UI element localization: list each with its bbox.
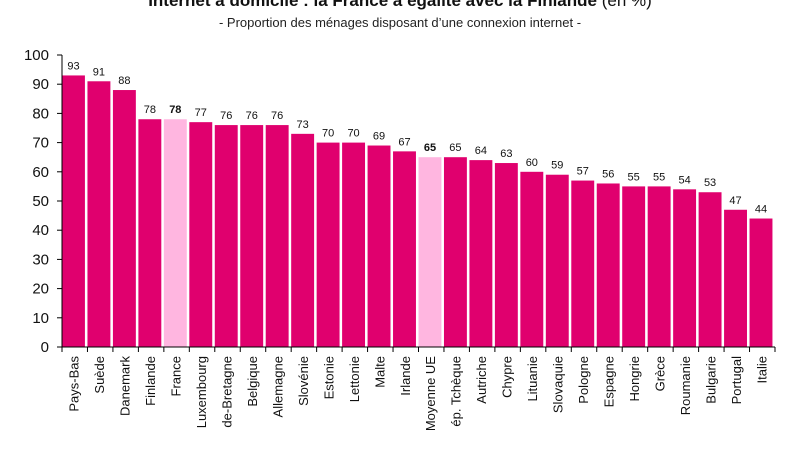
- x-tick-label: Slovaquie: [551, 356, 566, 413]
- y-tick-label: 30: [32, 251, 49, 268]
- data-label: 63: [500, 148, 512, 160]
- x-tick-label: Allemagne: [270, 356, 285, 417]
- bar: [698, 192, 722, 347]
- x-tick-label: Hongrie: [627, 356, 642, 402]
- bar: [138, 119, 162, 348]
- y-tick-label: 0: [41, 339, 49, 356]
- bar: [291, 133, 315, 347]
- bar: [520, 171, 544, 347]
- data-label: 64: [475, 145, 487, 157]
- data-label: 60: [526, 157, 538, 169]
- y-tick-label: 100: [24, 47, 49, 64]
- data-label: 70: [347, 128, 359, 140]
- data-label: 78: [169, 104, 181, 116]
- data-label: 67: [398, 136, 410, 148]
- data-label: 91: [93, 66, 105, 78]
- bar: [265, 125, 289, 347]
- x-tick-label: Lettonie: [347, 356, 362, 402]
- x-tick-label: Italie: [754, 356, 769, 383]
- x-tick-label: Bulgarie: [703, 356, 718, 404]
- data-label: 59: [551, 160, 563, 172]
- bar: [189, 122, 213, 347]
- chart-subtitle: - Proportion des ménages disposant d’une…: [218, 15, 582, 30]
- data-label: 65: [424, 142, 436, 154]
- data-label: 54: [678, 174, 690, 186]
- bar: [596, 183, 620, 347]
- x-tick-label: Autriche: [474, 356, 489, 404]
- x-tick-label: Slovénie: [296, 356, 311, 406]
- x-tick-label: Chypre: [500, 356, 515, 398]
- data-label: 73: [297, 119, 309, 131]
- x-tick-label: Suède: [92, 356, 107, 394]
- data-label: 76: [220, 110, 232, 122]
- bar: [673, 189, 697, 347]
- x-tick-label: Belgique: [245, 356, 260, 407]
- x-tick-label: Lituanie: [525, 356, 540, 402]
- bar: [163, 119, 187, 348]
- bar: [240, 125, 264, 347]
- y-tick-label: 20: [32, 281, 49, 298]
- x-tick-label: Pologne: [576, 356, 591, 404]
- y-tick-label: 90: [32, 76, 49, 93]
- data-label: 65: [449, 142, 461, 154]
- data-label: 76: [246, 110, 258, 122]
- bar: [571, 180, 595, 347]
- bar: [647, 186, 671, 347]
- bar: [393, 151, 416, 347]
- x-tick-label: Finlande: [143, 356, 158, 406]
- data-label: 69: [373, 131, 385, 143]
- bar: [214, 125, 238, 347]
- data-label: 77: [195, 107, 207, 119]
- x-tick-label: Irlande: [398, 356, 413, 396]
- bar: [469, 160, 493, 347]
- data-label: 47: [729, 195, 741, 207]
- bar: [367, 145, 391, 347]
- x-tick-label: Pays-Bas: [67, 356, 82, 412]
- data-label: 53: [704, 177, 716, 189]
- x-tick-label: Portugal: [729, 356, 744, 405]
- x-tick-label: Estonie: [321, 356, 336, 399]
- chart-title: Internet à domicile : la France à égalit…: [148, 0, 652, 10]
- x-tick-label: Espagne: [601, 356, 616, 407]
- data-label: 88: [118, 75, 130, 87]
- bar: [316, 142, 340, 347]
- data-label: 55: [628, 171, 640, 183]
- data-label: 44: [755, 204, 767, 216]
- bar: [494, 163, 518, 347]
- y-tick-label: 60: [32, 164, 49, 181]
- x-tick-label: Luxembourg: [194, 356, 209, 428]
- y-tick-label: 40: [32, 222, 49, 239]
- y-tick-label: 10: [32, 310, 49, 327]
- data-label: 70: [322, 128, 334, 140]
- x-tick-label: ép. Tchèque: [449, 356, 464, 427]
- x-tick-label: Roumanie: [678, 356, 693, 415]
- data-label: 78: [144, 104, 156, 116]
- bar: [418, 157, 442, 347]
- x-tick-label: de-Bretagne: [220, 356, 235, 428]
- y-tick-label: 70: [32, 135, 49, 152]
- data-label: 57: [577, 166, 589, 178]
- y-tick-label: 50: [32, 193, 49, 210]
- x-tick-label: France: [169, 356, 184, 396]
- bar: [342, 142, 366, 347]
- bar: [622, 186, 646, 347]
- bar: [443, 157, 467, 347]
- data-label: 93: [67, 60, 79, 72]
- bar: [112, 90, 136, 347]
- bar: [62, 75, 85, 347]
- x-tick-label: Danemark: [118, 356, 133, 416]
- data-label: 56: [602, 168, 614, 180]
- data-label: 55: [653, 171, 665, 183]
- data-label: 76: [271, 110, 283, 122]
- x-tick-label: Moyenne UE: [423, 356, 438, 431]
- bar: [87, 81, 111, 347]
- x-tick-label: Grèce: [652, 356, 667, 391]
- bar: [724, 209, 747, 347]
- bar: [545, 174, 569, 347]
- bar: [749, 218, 773, 347]
- x-tick-label: Malte: [372, 356, 387, 388]
- y-tick-label: 80: [32, 105, 49, 122]
